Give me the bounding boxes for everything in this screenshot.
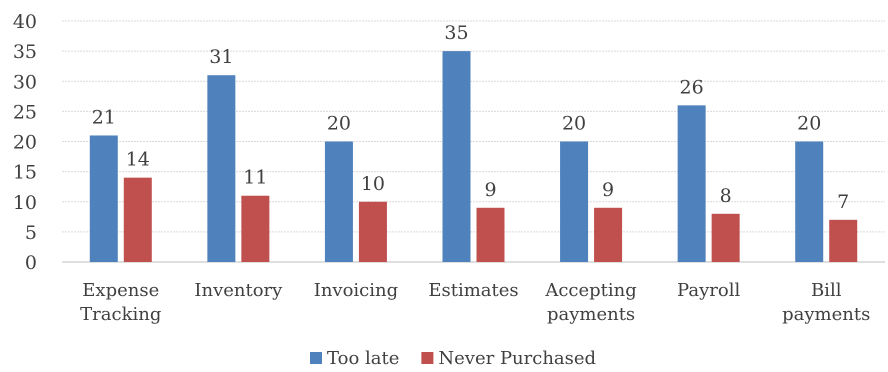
legend-swatch [310, 352, 322, 364]
x-axis-labels: Expense Tracking Inventory Invoicing Estimat… [80, 280, 870, 325]
data-label: 20 [562, 113, 586, 135]
y-axis-ticks: 0 5 10 15 20 25 30 35 40 [13, 11, 37, 274]
y-tick-label: 15 [13, 162, 37, 184]
bar [795, 141, 824, 262]
bar [711, 213, 740, 262]
y-tick-label: 25 [13, 101, 37, 123]
data-label: 9 [602, 179, 614, 201]
y-tick-label: 35 [13, 41, 37, 63]
data-label: 10 [361, 173, 385, 195]
y-tick-label: 5 [25, 222, 37, 244]
legend-label: Too late [327, 348, 399, 369]
bar [89, 135, 118, 262]
data-label: 14 [126, 149, 150, 171]
bar [829, 219, 858, 262]
y-tick-label: 20 [13, 132, 37, 154]
y-tick-label: 10 [13, 192, 37, 214]
bars [89, 51, 858, 262]
x-tick-label: Expense [82, 280, 159, 301]
bar [324, 141, 353, 262]
data-label: 20 [797, 113, 821, 135]
y-tick-label: 0 [25, 252, 37, 274]
bar [123, 177, 152, 262]
bar [358, 201, 387, 262]
x-tick-label: Accepting [544, 280, 636, 301]
x-tick-label: Bill [811, 280, 842, 301]
data-label: 31 [209, 46, 233, 68]
y-tick-label: 40 [13, 11, 37, 33]
legend-swatch [421, 352, 434, 364]
data-label: 11 [243, 167, 267, 189]
bar [207, 75, 236, 262]
bar [476, 207, 505, 262]
y-tick-label: 30 [13, 71, 37, 93]
bar [560, 141, 589, 262]
data-label: 9 [484, 179, 496, 201]
legend: Too late Never Purchased [310, 348, 596, 369]
data-label: 8 [720, 185, 732, 207]
bar [241, 195, 270, 262]
data-label: 7 [837, 191, 849, 213]
data-labels: 21 14 31 11 20 10 35 9 20 9 26 8 20 7 [92, 22, 850, 213]
data-label: 21 [92, 106, 116, 128]
bar [442, 51, 471, 262]
data-label: 20 [327, 113, 351, 135]
data-label: 35 [444, 22, 468, 44]
x-tick-label: payments [547, 304, 635, 325]
grid-lines [62, 20, 885, 263]
bar [677, 105, 706, 262]
x-tick-label: Payroll [677, 280, 740, 301]
legend-label: Never Purchased [438, 348, 596, 369]
data-label: 26 [680, 76, 704, 98]
x-tick-label: Inventory [194, 280, 283, 301]
x-tick-label: payments [782, 304, 870, 325]
x-tick-label: Invoicing [314, 280, 398, 301]
x-tick-label: Estimates [428, 280, 518, 301]
x-tick-label: Tracking [80, 304, 161, 325]
bar [594, 207, 623, 262]
